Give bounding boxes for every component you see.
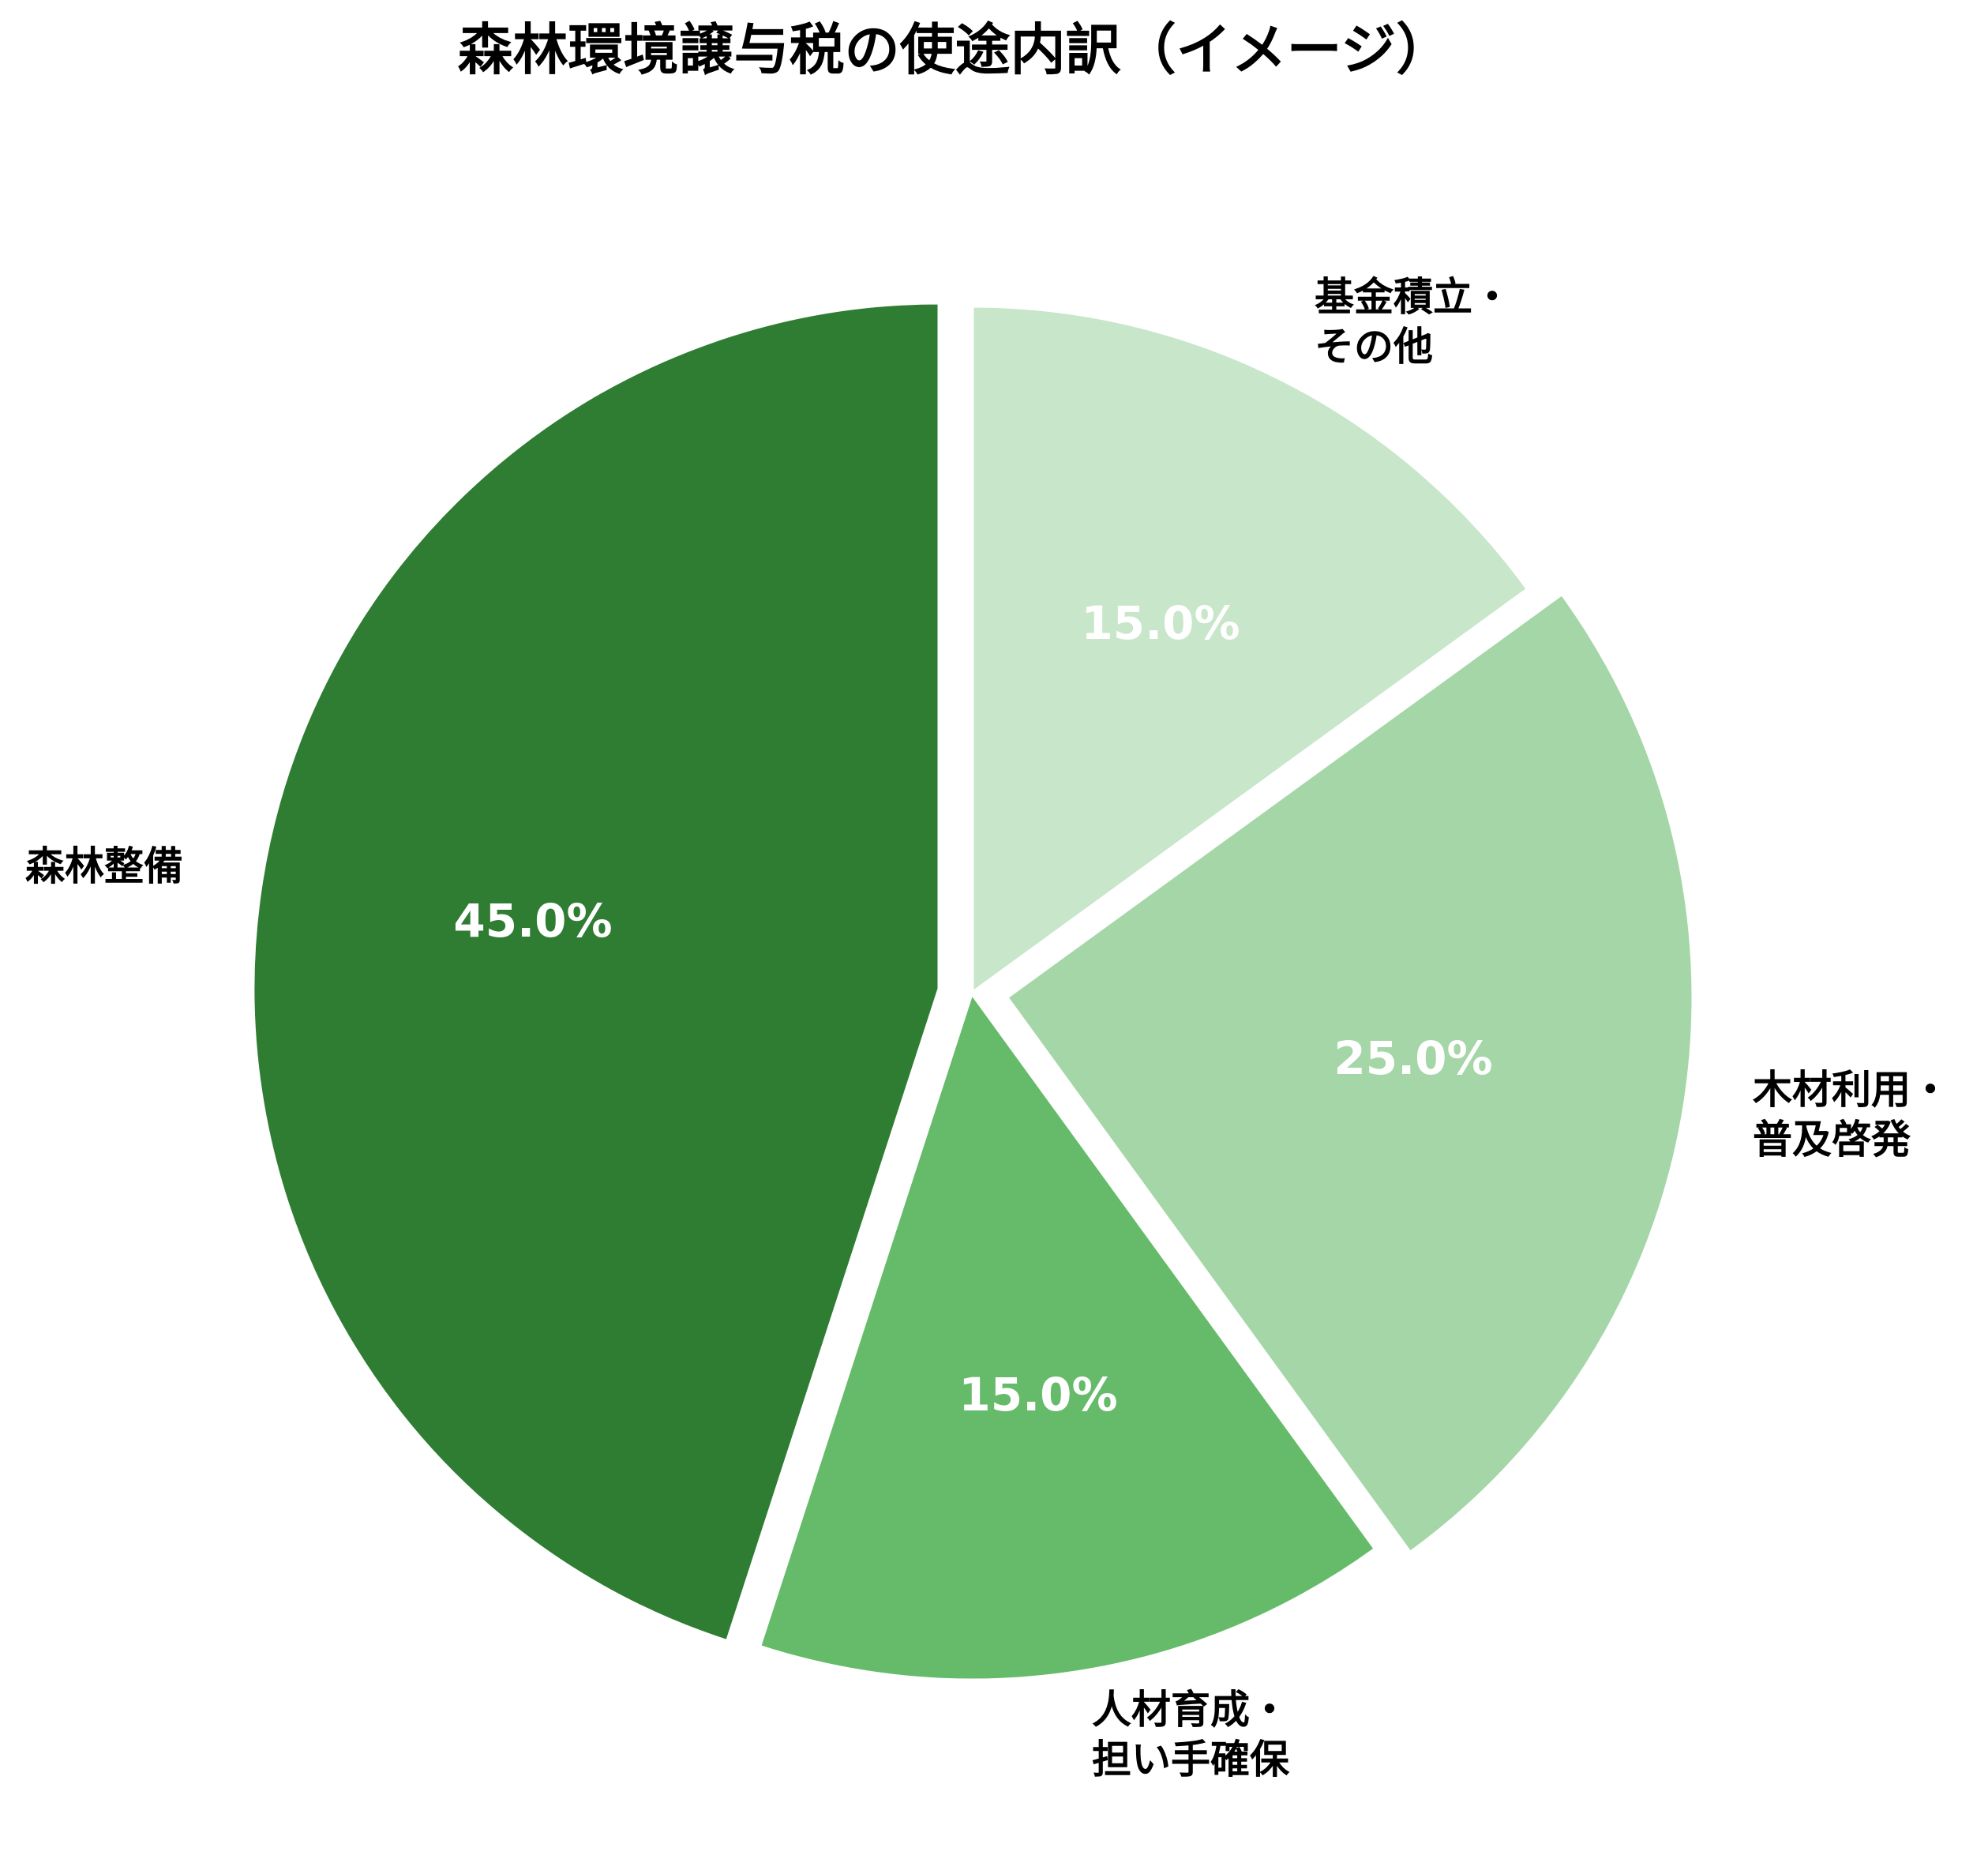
- percent-label-human-resources: 15.0%: [958, 1368, 1118, 1421]
- category-label-line: 人材育成・: [1092, 1687, 1289, 1733]
- category-label-line: 普及啓発: [1753, 1117, 1911, 1162]
- category-label-line: 木材利用・: [1753, 1067, 1950, 1113]
- category-label-line: 基金積立・: [1315, 274, 1512, 320]
- pie-slice-forest-maintenance: [252, 302, 940, 1643]
- percent-label-fund-reserve-other: 15.0%: [1081, 596, 1240, 650]
- category-label-human-resources: 人材育成・ 担い手確保: [1092, 1685, 1289, 1785]
- category-label-wood-use-promotion: 木材利用・ 普及啓発: [1753, 1065, 1950, 1165]
- category-label-forest-maintenance: 森林整備: [25, 842, 183, 892]
- pie-slice-wood-use-promotion: [1005, 592, 1694, 1554]
- category-label-fund-reserve-other: 基金積立・ その他: [1315, 272, 1512, 372]
- category-label-line: 担い手確保: [1092, 1737, 1289, 1782]
- category-label-line: その他: [1315, 324, 1433, 370]
- chart-title: 森林環境譲与税の使途内訳（イメージ）: [457, 17, 1452, 82]
- percent-label-wood-use-promotion: 25.0%: [1333, 1031, 1493, 1085]
- percent-label-forest-maintenance: 45.0%: [453, 894, 613, 948]
- pie-slice-human-resources: [758, 991, 1377, 1681]
- pie-slice-fund-reserve-other: [971, 305, 1529, 994]
- category-label-line: 森林整備: [25, 843, 183, 889]
